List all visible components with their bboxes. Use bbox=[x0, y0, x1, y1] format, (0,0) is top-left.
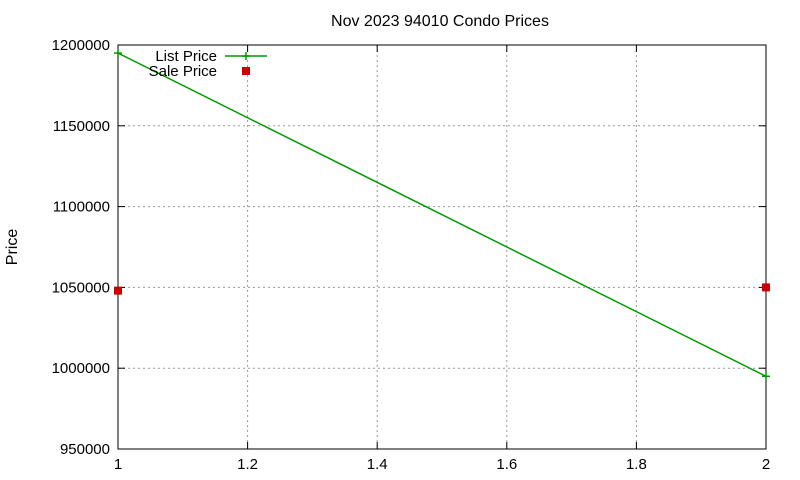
plot-frame bbox=[117, 44, 767, 450]
legend-label: List Price bbox=[155, 48, 217, 65]
y-axis-label: Price bbox=[4, 229, 21, 266]
x-tick-label: 1.2 bbox=[237, 456, 258, 473]
series bbox=[114, 49, 770, 381]
x-tick-label: 1.6 bbox=[496, 456, 517, 473]
sale-price-point bbox=[114, 286, 122, 295]
list-price-point bbox=[762, 372, 770, 381]
sale-price-point bbox=[762, 283, 770, 292]
legend-label: Sale Price bbox=[149, 63, 217, 80]
list-price-point bbox=[114, 49, 122, 58]
grid bbox=[118, 45, 766, 449]
sale-price-series bbox=[114, 283, 770, 295]
list-price-series bbox=[114, 49, 770, 381]
list-price-line bbox=[117, 52, 767, 377]
y-tick-label: 950000 bbox=[60, 441, 110, 458]
x-tick-label: 2 bbox=[762, 456, 770, 473]
x-tick-label: 1.8 bbox=[626, 456, 647, 473]
x-tick-label: 1.4 bbox=[367, 456, 388, 473]
legend-marker bbox=[242, 67, 250, 75]
axis-ticks: 1 1.2 1.4 1.6 1.8 2 950000 1000000 1050000 110000… bbox=[52, 37, 771, 473]
y-tick-label: 1100000 bbox=[53, 199, 110, 216]
x-tick-label: 1 bbox=[114, 456, 122, 473]
y-tick-label: 1150000 bbox=[53, 118, 110, 135]
y-tick-label: 1050000 bbox=[52, 279, 110, 296]
chart-title: Nov 2023 94010 Condo Prices bbox=[331, 13, 549, 30]
y-tick-label: 1200000 bbox=[52, 37, 110, 54]
y-tick-label: 1000000 bbox=[52, 360, 110, 377]
legend-marker bbox=[242, 52, 250, 60]
